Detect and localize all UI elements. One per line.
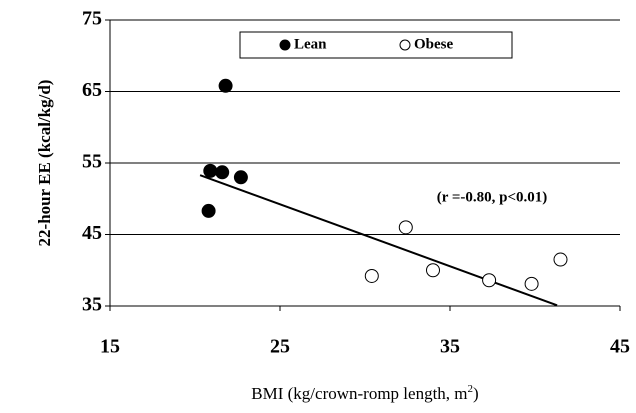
x-tick-label: 25 [270, 336, 290, 358]
x-axis-label-end: ) [473, 384, 479, 403]
y-tick-label: 75 [82, 8, 102, 30]
x-tick-label: 45 [610, 336, 630, 358]
y-tick-label: 45 [82, 222, 102, 244]
legend-label: Lean [294, 36, 327, 52]
legend-marker [399, 39, 411, 51]
x-axis-label-sup: 2 [468, 383, 474, 395]
annotation: (r =-0.80, p<0.01) [437, 189, 548, 205]
point [203, 163, 218, 178]
y-axis-label: 22-hour EE (kcal/kg/d) [35, 80, 54, 247]
point [218, 78, 233, 93]
x-tick-label: 35 [440, 336, 460, 358]
y-tick-label: 35 [82, 294, 102, 316]
point [553, 252, 568, 267]
point [233, 170, 248, 185]
point [426, 263, 440, 278]
y-tick-label: 55 [82, 151, 102, 173]
point [201, 203, 216, 218]
x-axis-label-text: BMI (kg/crown-romp length, m [251, 384, 467, 403]
point [524, 276, 539, 291]
legend-marker [279, 39, 291, 51]
x-tick-label: 15 [100, 336, 120, 358]
trendline [199, 174, 558, 307]
point [398, 220, 413, 235]
x-axis-label: BMI (kg/crown-romp length, m2) [251, 383, 478, 403]
point [364, 268, 379, 283]
y-tick-label: 65 [82, 79, 102, 101]
legend-label: Obese [414, 36, 454, 52]
point [215, 165, 230, 180]
point [482, 273, 497, 288]
